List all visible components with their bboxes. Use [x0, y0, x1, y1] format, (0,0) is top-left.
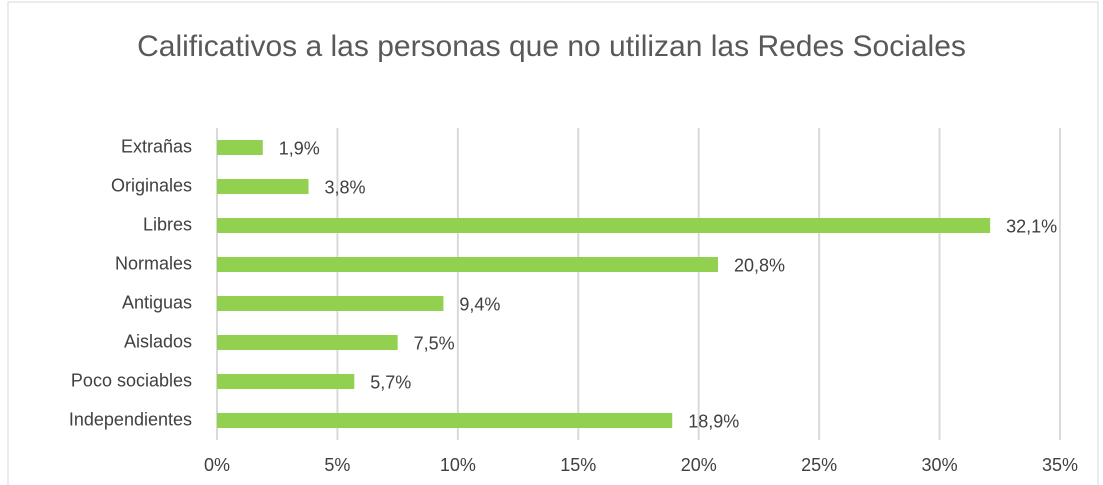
x-tick-label: 30% [922, 455, 958, 475]
bar [217, 140, 263, 155]
bar [217, 413, 673, 428]
data-label: 18,9% [688, 411, 739, 431]
data-label: 32,1% [1006, 216, 1057, 236]
y-tick-label: Poco sociables [71, 370, 192, 390]
x-tick-label: 35% [1042, 455, 1078, 475]
y-tick-label: Extrañas [121, 136, 192, 156]
data-label: 5,7% [370, 372, 411, 392]
data-label: 1,9% [279, 138, 320, 158]
bar [217, 179, 309, 194]
y-tick-label: Antiguas [122, 292, 192, 312]
x-tick-label: 20% [681, 455, 717, 475]
bar [217, 257, 718, 272]
y-tick-label: Libres [143, 214, 192, 234]
y-tick-label: Independientes [69, 409, 192, 429]
bar [217, 335, 398, 350]
x-tick-label: 15% [560, 455, 596, 475]
data-label: 7,5% [414, 333, 455, 353]
bar [217, 218, 991, 233]
bar [217, 374, 355, 389]
bar [217, 296, 444, 311]
data-label: 3,8% [325, 177, 366, 197]
y-tick-label: Aislados [124, 331, 192, 351]
x-tick-label: 5% [324, 455, 350, 475]
data-label: 20,8% [734, 255, 785, 275]
x-tick-label: 10% [440, 455, 476, 475]
chart-frame [7, 1, 1099, 485]
x-tick-label: 0% [204, 455, 230, 475]
data-label: 9,4% [459, 294, 500, 314]
x-tick-label: 25% [801, 455, 837, 475]
y-tick-label: Originales [111, 175, 192, 195]
chart-title: Calificativos a las personas que no util… [137, 30, 966, 63]
y-tick-label: Normales [115, 253, 192, 273]
